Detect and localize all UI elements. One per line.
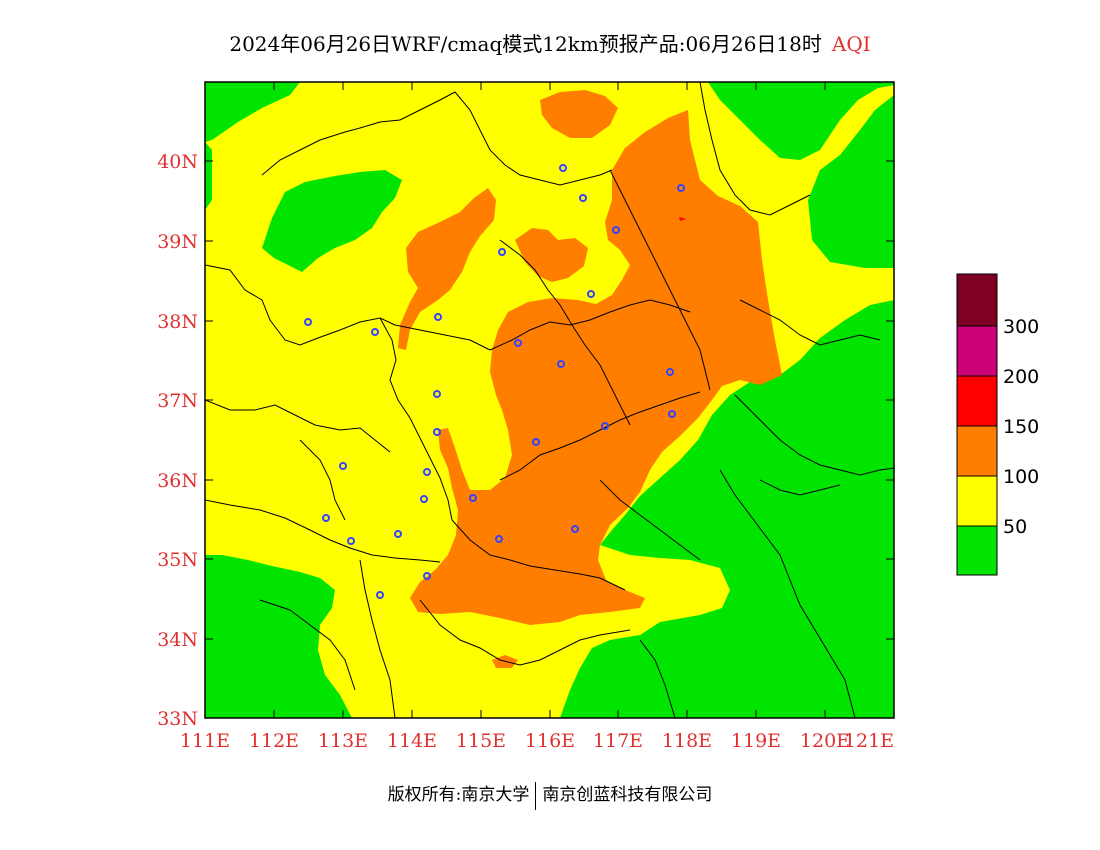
lon-label: 121E xyxy=(844,730,894,752)
aqi-good-region-topleft xyxy=(205,82,300,142)
city-marker xyxy=(559,164,567,172)
city-marker xyxy=(371,328,379,336)
lat-label: 38N xyxy=(157,311,198,333)
colorbar-label: 100 xyxy=(1003,466,1039,488)
city-marker xyxy=(666,368,674,376)
city-marker xyxy=(587,290,595,298)
city-marker xyxy=(376,591,384,599)
title-variable: AQI xyxy=(831,32,871,56)
city-marker xyxy=(394,530,402,538)
city-marker xyxy=(612,226,620,234)
city-marker xyxy=(571,525,579,533)
city-marker xyxy=(304,318,312,326)
city-marker xyxy=(433,390,441,398)
lat-label: 35N xyxy=(157,549,198,571)
colorbar-swatch-unhealthy xyxy=(957,376,997,426)
lat-label: 33N xyxy=(157,708,198,730)
city-marker xyxy=(339,462,347,470)
admin-boundaries xyxy=(205,82,894,718)
lon-label: 119E xyxy=(731,730,781,752)
colorbar xyxy=(956,273,998,576)
aqi-good-region-southwest xyxy=(205,555,352,718)
aqi-field xyxy=(205,82,894,718)
city-marker xyxy=(557,360,565,368)
lon-label: 114E xyxy=(387,730,437,752)
city-markers xyxy=(304,164,685,599)
lon-label: 113E xyxy=(318,730,368,752)
colorbar-swatch-moderate xyxy=(957,476,997,526)
colorbar-swatch-hazardous xyxy=(957,274,997,326)
aqi-usg-region-north-blob xyxy=(540,90,618,138)
colorbar-label: 150 xyxy=(1003,416,1039,438)
copyright-left: 版权所有:南京大学 xyxy=(387,785,530,805)
city-marker xyxy=(579,194,587,202)
city-marker xyxy=(434,313,442,321)
colorbar-label: 300 xyxy=(1003,316,1039,338)
aqi-good-region-east xyxy=(560,300,894,718)
lon-ticks xyxy=(273,82,826,718)
city-marker-red xyxy=(679,217,686,221)
city-marker xyxy=(423,572,431,580)
city-marker xyxy=(668,410,676,418)
lat-label: 34N xyxy=(157,629,198,651)
lat-label: 39N xyxy=(157,231,198,253)
city-marker xyxy=(420,495,428,503)
city-marker xyxy=(433,428,441,436)
lat-label: 37N xyxy=(157,390,198,412)
copyright-right: 南京创蓝科技有限公司 xyxy=(542,785,713,805)
aqi-good-region-northwest xyxy=(262,170,402,272)
aqi-good-region-west-edge xyxy=(205,142,212,210)
aqi-usg-region-main xyxy=(410,110,782,625)
city-marker xyxy=(347,537,355,545)
colorbar-swatch-good xyxy=(957,526,997,575)
lon-label: 112E xyxy=(249,730,299,752)
city-marker xyxy=(514,339,522,347)
city-marker xyxy=(423,468,431,476)
aqi-usg-region-northwest xyxy=(398,188,496,350)
city-marker xyxy=(532,438,540,446)
colorbar-swatch-very-unhealthy xyxy=(957,326,997,376)
city-marker xyxy=(322,514,330,522)
colorbar-swatch-usg xyxy=(957,426,997,476)
map-title: 2024年06月26日WRF/cmaq模式12km预报产品:06月26日18时 A… xyxy=(0,28,1100,57)
lat-label: 40N xyxy=(157,151,198,173)
lon-label: 116E xyxy=(525,730,575,752)
lon-label: 118E xyxy=(662,730,712,752)
city-marker xyxy=(495,535,503,543)
copyright-footer: 版权所有:南京大学 南京创蓝科技有限公司 xyxy=(0,780,1100,810)
city-marker xyxy=(677,184,685,192)
lon-label: 115E xyxy=(456,730,506,752)
lon-label: 120E xyxy=(800,730,850,752)
colorbar-label: 200 xyxy=(1003,366,1039,388)
colorbar-label: 50 xyxy=(1003,516,1027,538)
aqi-good-region-northeast xyxy=(708,82,894,268)
lon-label: 111E xyxy=(180,730,230,752)
lat-ticks xyxy=(205,160,894,640)
city-marker xyxy=(469,494,477,502)
lat-label: 36N xyxy=(157,470,198,492)
city-marker xyxy=(498,248,506,256)
city-marker xyxy=(601,422,609,430)
footer-separator xyxy=(535,781,537,810)
lon-label: 117E xyxy=(593,730,643,752)
title-text: 2024年06月26日WRF/cmaq模式12km预报产品:06月26日18时 xyxy=(229,32,822,56)
